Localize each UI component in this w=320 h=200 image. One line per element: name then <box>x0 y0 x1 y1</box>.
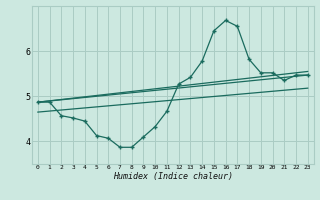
X-axis label: Humidex (Indice chaleur): Humidex (Indice chaleur) <box>113 172 233 181</box>
